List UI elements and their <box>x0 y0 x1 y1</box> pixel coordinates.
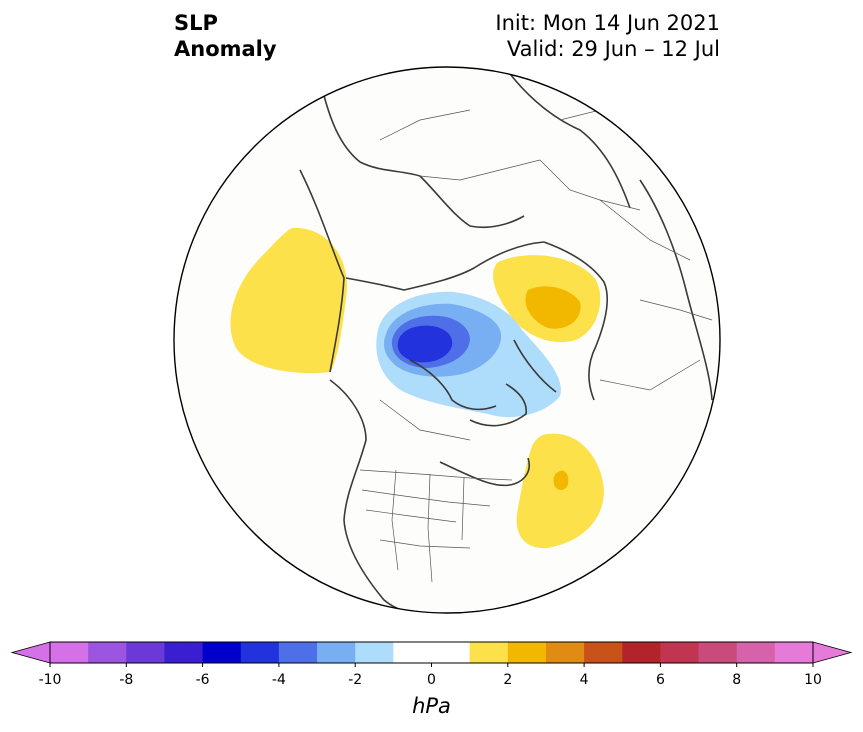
colorbar-segment <box>88 642 127 663</box>
colorbar-segment <box>660 642 700 663</box>
anomaly-positive-atlantic-core <box>553 470 569 490</box>
anomaly-negative-core <box>397 325 453 363</box>
colorbar-tick-label: 0 <box>427 672 436 688</box>
title-line-1: SLP <box>174 11 218 35</box>
colorbar-tick-label: -10 <box>39 672 62 688</box>
title-line-2: Anomaly <box>174 37 277 61</box>
colorbar-segment <box>774 642 814 663</box>
colorbar-segment <box>469 642 509 663</box>
colorbar-segment <box>393 642 432 663</box>
colorbar-segment <box>50 642 89 663</box>
colorbar-segment <box>355 642 394 663</box>
map-title: SLP Anomaly <box>174 10 277 62</box>
colorbar-tick-label: 4 <box>580 672 589 688</box>
colorbar-segment <box>507 642 547 663</box>
colorbar: -10 -8 -6 -4 -2 0 2 4 6 8 10 <box>10 641 853 688</box>
coastlines <box>299 67 713 613</box>
colorbar-extend-low <box>10 641 51 664</box>
colorbar-tick-label: 10 <box>804 672 822 688</box>
colorbar-extend-high <box>812 641 853 664</box>
colorbar-segment <box>431 642 471 663</box>
colorbar-tick-label: -2 <box>348 672 362 688</box>
colorbar-tick-label: -8 <box>119 672 133 688</box>
forecast-dates: Init: Mon 14 Jun 2021 Valid: 29 Jun – 12… <box>495 10 720 62</box>
colorbar-segment <box>278 642 318 663</box>
colorbar-segment <box>240 642 280 663</box>
anomaly-positive-siberia-core <box>525 286 581 329</box>
colorbar-segment <box>698 642 738 663</box>
anomaly-positive-atlantic <box>516 433 604 549</box>
colorbar-unit-label: hPa <box>412 694 451 718</box>
colorbar-segment <box>164 642 204 663</box>
colorbar-segment <box>317 642 356 663</box>
colorbar-tick-label: 8 <box>732 672 741 688</box>
map-boundary <box>173 66 721 614</box>
colorbar-segment <box>622 642 661 663</box>
anomaly-positive-pacific <box>230 227 347 374</box>
colorbar-tick-label: -6 <box>196 672 210 688</box>
init-date: Init: Mon 14 Jun 2021 <box>495 11 720 35</box>
colorbar-segment <box>736 642 776 663</box>
colorbar-segment <box>584 642 623 663</box>
colorbar-tick-label: -4 <box>272 672 286 688</box>
political-borders <box>359 109 713 583</box>
colorbar-segment <box>202 642 242 663</box>
colorbar-tick-label: 6 <box>656 672 665 688</box>
polar-map <box>173 66 721 614</box>
valid-dates: Valid: 29 Jun – 12 Jul <box>506 37 720 61</box>
colorbar-segment <box>126 642 165 663</box>
colorbar-segment <box>545 642 585 663</box>
colorbar-tick-label: 2 <box>503 672 512 688</box>
